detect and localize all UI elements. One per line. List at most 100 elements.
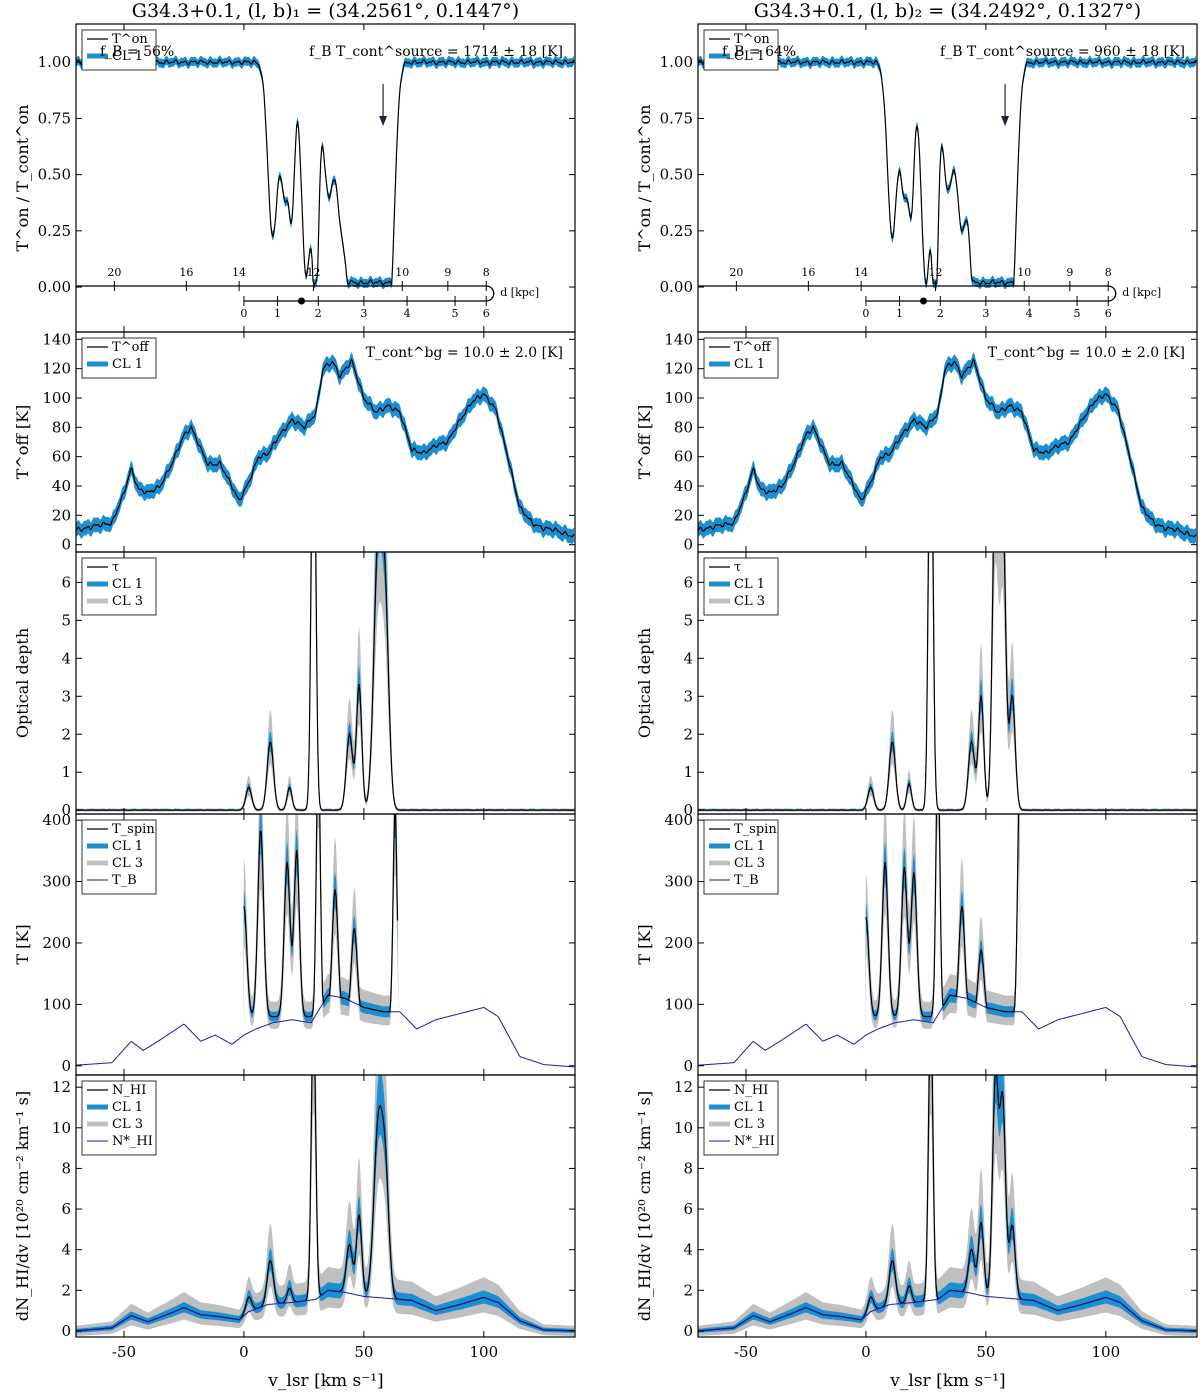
near-distance-label: 4 [404,307,411,320]
legend-label: CL 3 [112,594,143,609]
y-tick-label: 4 [61,1241,71,1259]
far-distance-label: 9 [1066,266,1073,279]
plot-area-nhi [698,1075,1197,1336]
legend-box [703,29,779,71]
plot-area-nhi [76,1075,575,1336]
fbt-annotation: f_B T_cont^source = 960 ± 18 [K] [940,44,1185,60]
panel-on: 0.00 0.25 0.50 0.75 1.00 T^on / T_cont^on T^on… [635,23,1198,333]
far-distance-label: 8 [483,266,490,279]
y-tick-label: 60 [674,448,693,466]
y-tick-label: 100 [664,995,693,1013]
y-tick-label: 1.00 [38,53,71,71]
y-tick-label: 100 [42,995,71,1013]
near-distance-label: 5 [452,307,459,320]
y-tick-label: 0 [683,536,693,554]
tau-line [76,552,575,811]
legend-label: CL 3 [112,856,143,871]
y-axis-label: dN_HI/dv [10²⁰ cm⁻² km⁻¹ s] [13,1091,32,1321]
y-tick-label: 400 [664,811,693,829]
y-axis-label: T^off [K] [13,405,32,480]
velocity-arrow-head [379,116,388,126]
x-tick-label: 0 [239,1343,249,1361]
far-distance-label: 12 [929,266,943,279]
legend: N_HI CL 1 CL 3 N*_HI [703,1080,779,1156]
x-tick-label: -50 [112,1343,136,1361]
near-distance-label: 3 [982,307,989,320]
panel-frame [697,1074,1198,1338]
y-tick-label: 6 [683,573,693,591]
x-tick-label: 100 [470,1343,499,1361]
legend-box [81,819,157,895]
plot-area-on [698,55,1197,290]
x-tick-label: 100 [1092,1343,1121,1361]
legend-label: T_B [734,873,759,888]
distance-axis-label: d [kpc] [500,286,539,299]
y-tick-label: 0.25 [660,222,693,240]
near-distance-label: 2 [937,307,944,320]
legend-box [81,337,157,379]
tangent-point-dot [298,297,306,305]
y-axis-label: Optical depth [635,628,654,738]
velocity-arrow-head [1001,116,1010,126]
y-tick-label: 20 [52,506,71,524]
panel-nhi: 0 2 4 6 8 10 12 -50 0 50 100 dN_HI/dv [10²⁰ cm⁻² km… [635,1074,1198,1361]
y-tick-label: 0.50 [38,166,71,184]
far-distance-label: 20 [729,266,743,279]
y-axis-label: T^on / T_cont^on [13,105,32,252]
y-tick-label: 120 [42,360,71,378]
legend-label: T^on [734,32,770,47]
legend-box [81,1080,157,1156]
y-tick-label: 6 [61,1200,71,1218]
legend: T^off CL 1 [81,337,157,379]
y-tick-label: 10 [52,1119,71,1137]
off-line [76,358,575,538]
y-tick-label: 200 [664,934,693,952]
near-distance-label: 6 [483,307,490,320]
y-tick-label: 300 [664,873,693,891]
panel-tau: 0 1 2 3 4 5 6 Optical depth τ CL 1 CL 3 [635,551,1198,819]
legend-label: CL 1 [734,357,765,372]
y-tick-label: 40 [52,477,71,495]
y-tick-label: 2 [683,1281,693,1299]
near-distance-label: 1 [274,307,281,320]
plot-area-tau [698,552,1197,812]
y-tick-label: 6 [61,573,71,591]
y-tick-label: 0 [61,1057,71,1075]
tbg-annotation: T_cont^bg = 10.0 ± 2.0 [K] [988,345,1185,361]
x-tick-label: 50 [354,1343,373,1361]
y-tick-label: 0 [61,801,71,819]
nhi-star-line [76,1289,575,1332]
legend-label: CL 1 [734,1100,765,1115]
cl1-band [76,352,574,545]
legend-label: T^on [112,32,148,47]
plot-area-tspin [76,814,574,1068]
y-tick-label: 8 [683,1159,693,1177]
panel-on: 0.00 0.25 0.50 0.75 1.00 T^on / T_cont^on T^on… [13,23,576,333]
legend-label: N*_HI [112,1134,153,1149]
y-tick-label: 80 [674,418,693,436]
legend: T^off CL 1 [703,337,779,379]
off-line [698,358,1197,538]
plot-area-on [76,55,575,290]
legend-box [703,819,779,895]
cl1-band [698,55,1196,290]
y-tick-label: 3 [61,687,71,705]
y-tick-label: 20 [674,506,693,524]
y-tick-label: 0.00 [38,278,71,296]
y-tick-label: 0 [61,536,71,554]
near-distance-label: 0 [240,307,247,320]
panel-frame [75,1074,576,1338]
y-tick-label: 4 [683,1241,693,1259]
fbt-annotation: f_B T_cont^source = 1714 ± 18 [K] [309,44,563,60]
cl3-band [698,1075,1196,1336]
legend-label: CL 1 [112,357,143,372]
panel-nhi: 0 2 4 6 8 10 12 -50 0 50 100 dN_HI/dv [10²⁰ cm⁻² km… [13,1074,576,1361]
tau-line [698,552,1197,811]
legend-label: N*_HI [734,1134,775,1149]
panel-tspin: 0 100 200 300 400 T [K] T_spin CL 1 CL 3 T_B [635,811,1198,1076]
legend-label: CL 3 [734,594,765,609]
y-tick-label: 100 [664,389,693,407]
y-tick-label: 120 [664,360,693,378]
y-axis-label: T^off [K] [635,405,654,480]
